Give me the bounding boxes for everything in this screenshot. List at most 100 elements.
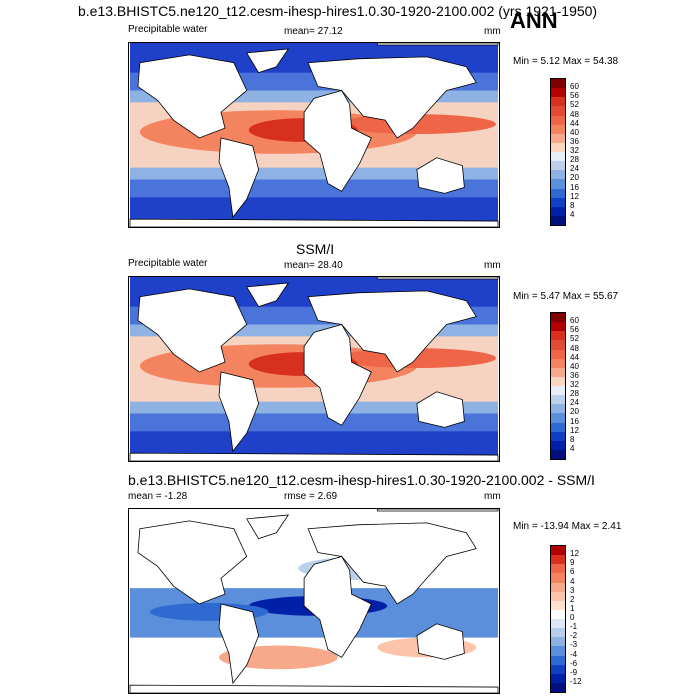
colorbar-tick-label: 40 [570, 361, 579, 371]
colorbar-swatch [551, 422, 565, 432]
colorbar-swatch [551, 564, 565, 574]
colorbar-tick-label: 56 [570, 91, 579, 101]
colorbar-tick-label: 20 [570, 173, 579, 183]
colorbar-swatch [551, 413, 565, 423]
colorbar-swatch [551, 619, 565, 629]
colorbar-tick-label: -2 [570, 631, 578, 641]
colorbar-swatch [551, 440, 565, 450]
colorbar-tick-label: 8 [570, 434, 575, 444]
colorbar-swatch [551, 555, 565, 565]
continent-outline [218, 603, 260, 685]
panel-title-diff: b.e13.BHISTC5.ne120_t12.cesm-ihesp-hires… [128, 472, 595, 488]
colorbar-swatch [551, 152, 565, 162]
colorbar-tick-label: 28 [570, 389, 579, 399]
colorbar-swatch [551, 206, 565, 216]
colorbar-tick-label: -4 [570, 649, 578, 659]
season-label: ANN [510, 8, 558, 33]
colorbar-swatch [551, 115, 565, 125]
colorbar-swatch [551, 591, 565, 601]
units-label-diff: mm [484, 491, 501, 502]
colorbar-swatch [551, 349, 565, 359]
colorbar-tick-label: 6 [570, 567, 575, 577]
colorbar-tick-label: 8 [570, 200, 575, 210]
colorbar-swatch [551, 124, 565, 134]
colorbar-tick-label: 52 [570, 100, 579, 110]
colorbar-tick-label: 44 [570, 118, 579, 128]
colorbar-swatch [551, 682, 565, 692]
continent-outline [137, 520, 248, 605]
colorbar-swatch [551, 340, 565, 350]
colorbar-swatch [551, 376, 565, 386]
continent-outline [376, 277, 499, 280]
colorbar-tick-label: -9 [570, 667, 578, 677]
continent-outline [129, 452, 499, 461]
colorbar-tick-label: 2 [570, 594, 575, 604]
colorbar-swatch [551, 88, 565, 98]
continent-outline [376, 509, 499, 512]
colorbar-swatch [551, 655, 565, 665]
colorbar-obs [550, 312, 566, 460]
continent-outline [376, 43, 499, 46]
colorbar-tick-label: 24 [570, 398, 579, 408]
colorbar-swatch [551, 582, 565, 592]
continent-outline [416, 623, 465, 660]
variable-label-obs: Precipitable water [128, 258, 208, 269]
colorbar-swatch [551, 133, 565, 143]
colorbar-tick-label: 32 [570, 146, 579, 155]
colorbar-swatch [551, 188, 565, 198]
continent-outline [303, 90, 372, 192]
colorbar-tick-label: 4 [570, 576, 575, 586]
continent-outline [307, 56, 477, 139]
colorbar-swatch [551, 546, 565, 556]
minmax-label-obs: Min = 5.47 Max = 55.67 [513, 291, 619, 302]
map-panel-obs [128, 276, 500, 462]
colorbar-swatch [551, 609, 565, 619]
colorbar-tick-label: 1 [570, 603, 575, 613]
colorbar-swatch [551, 322, 565, 332]
colorbar-tick-label: 56 [570, 325, 579, 335]
colorbar-tick-label: 3 [570, 585, 575, 595]
colorbar-tick-label: 20 [570, 407, 579, 417]
colorbar-tick-label: 4 [570, 443, 575, 453]
continent-outline [307, 522, 477, 605]
colorbar-tick-label: 0 [570, 613, 575, 622]
colorbar-swatch [551, 637, 565, 647]
continent-outline [218, 371, 260, 453]
colorbar-swatch [551, 431, 565, 441]
colorbar-tick-label: 44 [570, 352, 579, 362]
mean-label-model: mean= 27.12 [284, 26, 343, 37]
colorbar-swatch [551, 170, 565, 180]
map-field [129, 277, 499, 461]
colorbar-swatch [551, 106, 565, 116]
continent-outline [307, 290, 477, 373]
map-field [129, 43, 499, 227]
continent-outline [129, 218, 499, 227]
colorbar-swatch [551, 331, 565, 341]
colorbar-tick-label: 36 [570, 370, 579, 380]
colorbar-tick-label: 60 [570, 82, 579, 92]
colorbar-swatch [551, 215, 565, 225]
colorbar-tick-label: 36 [570, 136, 579, 146]
variable-label-model: Precipitable water [128, 24, 208, 35]
continent-outline [218, 137, 260, 219]
continent-outline [416, 391, 465, 428]
continent-outline [303, 324, 372, 426]
continent-outline [129, 684, 499, 693]
colorbar-tick-label: 16 [570, 182, 579, 192]
colorbar-tick-label: 40 [570, 127, 579, 137]
continent-outline [303, 556, 372, 658]
colorbar-swatch [551, 664, 565, 674]
colorbar-model [550, 78, 566, 226]
continent-outline [246, 282, 290, 308]
panel-title-obs: SSM/I [296, 241, 335, 257]
continent-outline [416, 157, 465, 194]
colorbar-tick-label: 48 [570, 109, 579, 119]
colorbar-tick-label: 12 [570, 191, 579, 201]
colorbar-tick-label: 60 [570, 316, 579, 326]
mean-label-diff: mean = -1.28 [128, 491, 188, 502]
colorbar-swatch [551, 404, 565, 414]
colorbar-swatch [551, 573, 565, 583]
colorbar-tick-label: -3 [570, 640, 578, 650]
units-label-model: mm [484, 26, 501, 37]
colorbar-swatch [551, 449, 565, 459]
